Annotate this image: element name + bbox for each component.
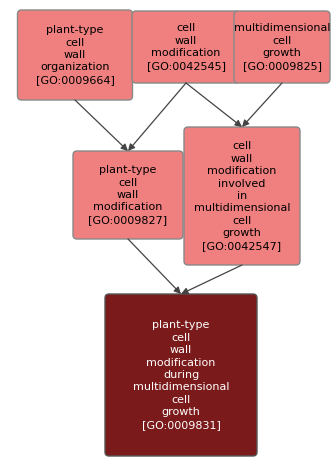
FancyBboxPatch shape xyxy=(18,10,132,100)
Text: multidimensional
cell
growth
[GO:0009825]: multidimensional cell growth [GO:0009825… xyxy=(234,23,330,71)
FancyBboxPatch shape xyxy=(184,127,300,265)
FancyBboxPatch shape xyxy=(132,11,240,83)
Text: plant-type
cell
wall
organization
[GO:0009664]: plant-type cell wall organization [GO:00… xyxy=(35,25,115,85)
FancyBboxPatch shape xyxy=(234,11,330,83)
FancyBboxPatch shape xyxy=(73,151,183,239)
Text: cell
wall
modification
involved
in
multidimensional
cell
growth
[GO:0042547]: cell wall modification involved in multi… xyxy=(194,141,290,250)
Text: plant-type
cell
wall
modification
during
multidimensional
cell
growth
[GO:000983: plant-type cell wall modification during… xyxy=(133,321,229,430)
FancyBboxPatch shape xyxy=(105,294,257,456)
Text: plant-type
cell
wall
modification
[GO:0009827]: plant-type cell wall modification [GO:00… xyxy=(88,165,167,225)
Text: cell
wall
modification
[GO:0042545]: cell wall modification [GO:0042545] xyxy=(147,23,225,71)
